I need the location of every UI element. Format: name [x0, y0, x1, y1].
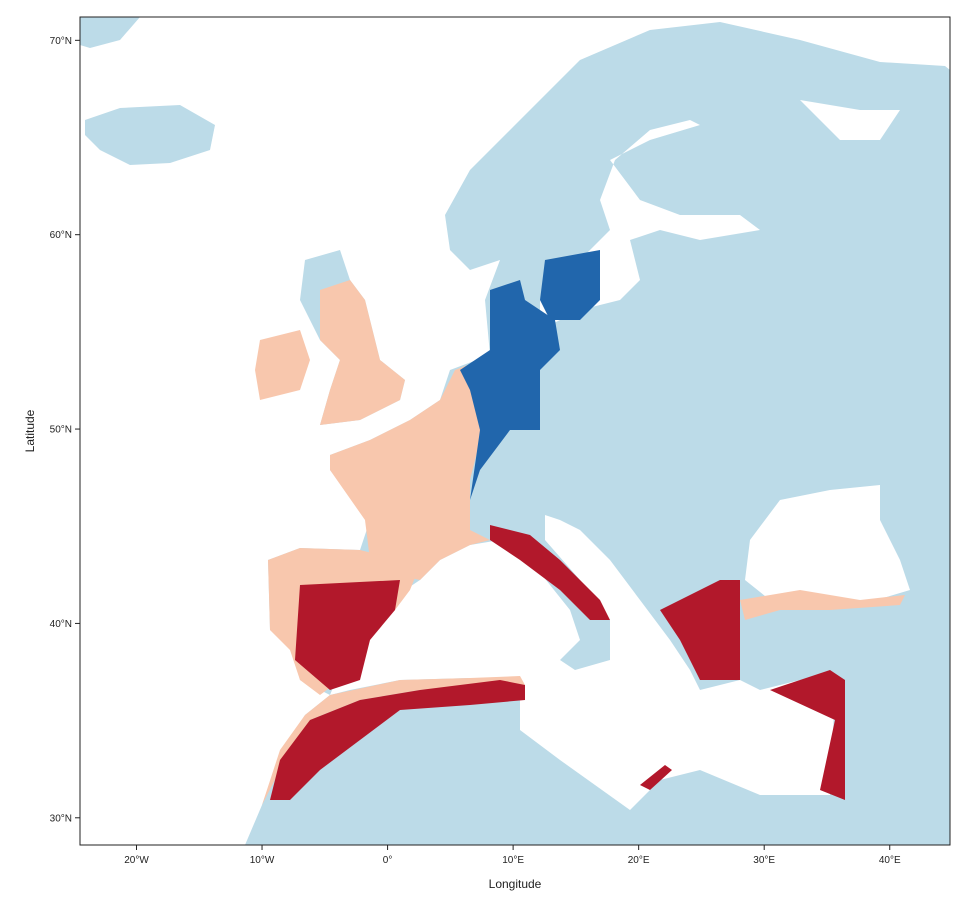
y-tick-label: 60°N [50, 230, 72, 241]
plot-frame [79, 16, 951, 846]
sweden-blue [540, 250, 600, 320]
africa-pink [262, 676, 525, 805]
egypt-red [640, 765, 672, 790]
balkans-red [660, 580, 740, 680]
x-tick-label: 20°E [628, 855, 650, 866]
y-tick-label: 40°N [50, 619, 72, 630]
black-sea [745, 485, 910, 605]
x-tick-label: 10°W [250, 855, 275, 866]
x-tick-label: 0° [383, 855, 393, 866]
x-tick-label: 10°E [502, 855, 524, 866]
mediterranean-sea [330, 515, 835, 810]
iberia-red [295, 580, 400, 690]
italy-red [490, 525, 610, 620]
x-axis-label: Longitude [489, 877, 542, 891]
x-tick-label: 40°E [879, 855, 901, 866]
britain-pink [320, 280, 405, 425]
map-layers [80, 17, 950, 845]
white-sea [800, 100, 900, 140]
x-tick-label: 30°E [753, 855, 775, 866]
y-tick-label: 50°N [50, 425, 72, 436]
y-axis-label: Latitude [23, 409, 37, 452]
africa-red [270, 680, 525, 800]
anatolia-pink [740, 590, 905, 620]
iceland [85, 105, 215, 165]
y-tick-label: 30°N [50, 813, 72, 824]
ireland-pink [255, 330, 310, 400]
levant-red [770, 670, 845, 800]
x-tick-label: 20°W [124, 855, 149, 866]
france-pink [330, 360, 490, 580]
central-blue [460, 280, 560, 500]
greenland-edge [80, 17, 140, 48]
y-tick-label: 70°N [50, 36, 72, 47]
